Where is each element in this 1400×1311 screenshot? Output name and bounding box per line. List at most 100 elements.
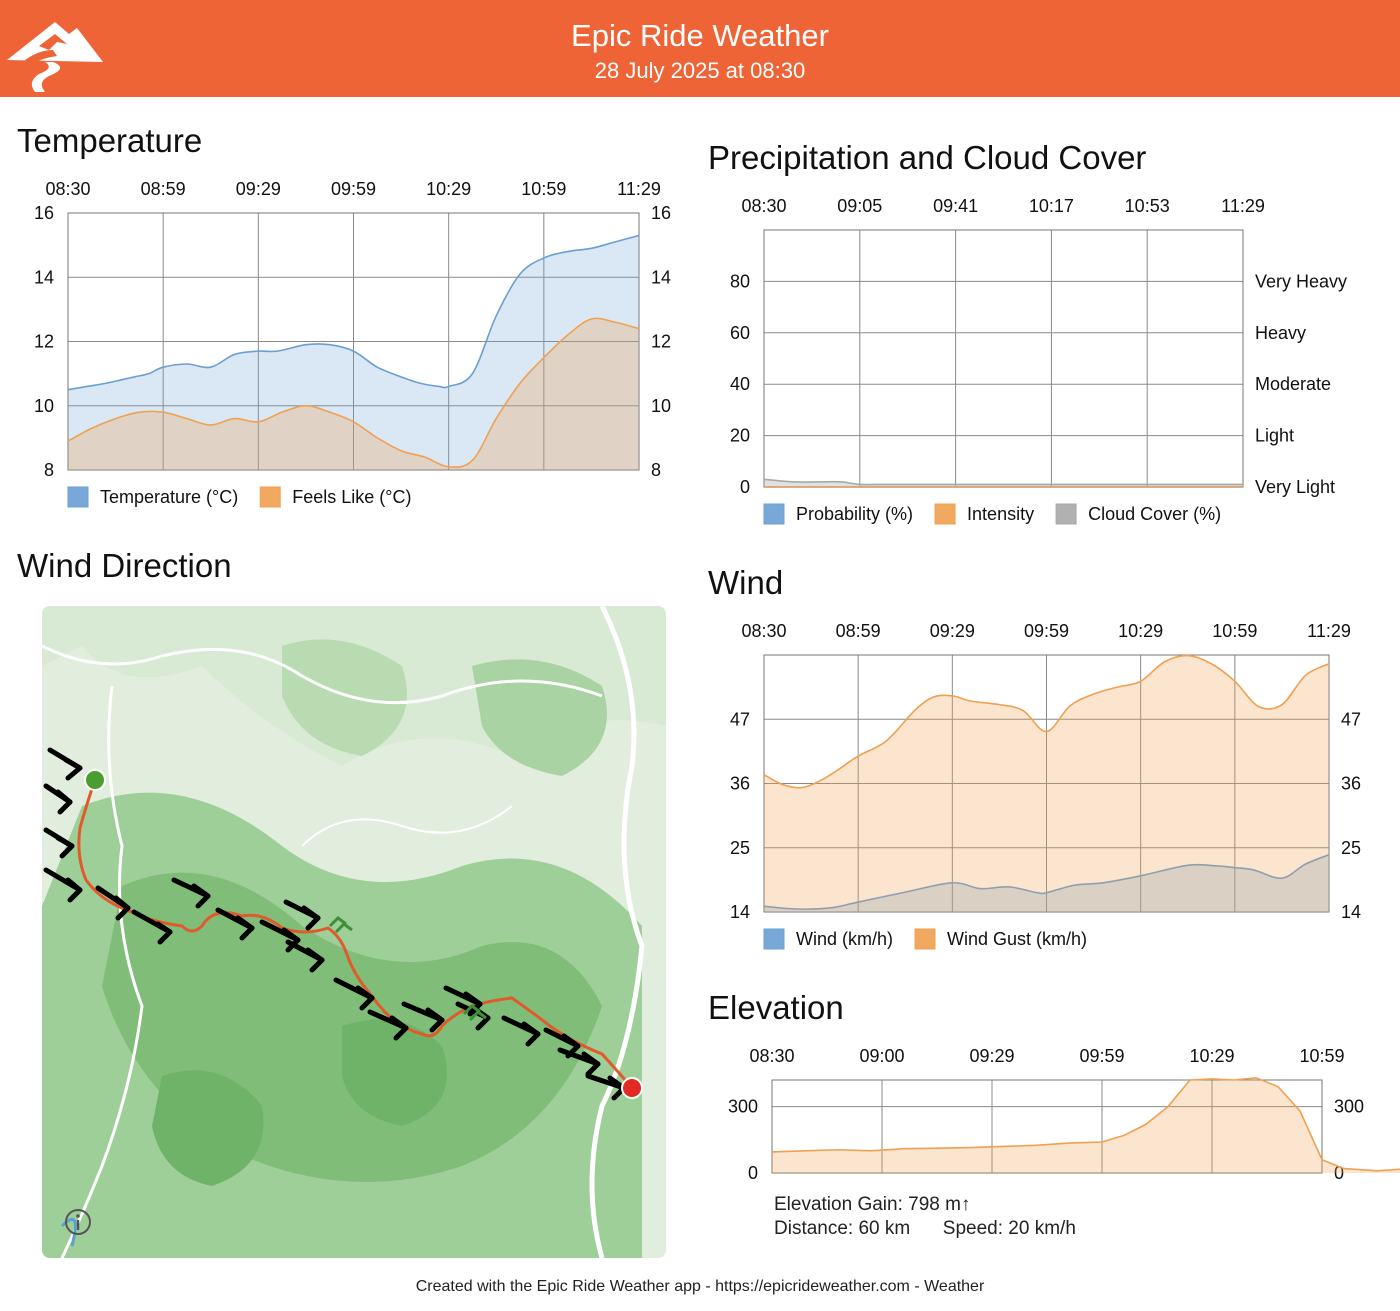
elevation-gain: Elevation Gain: 798 m↑: [774, 1194, 971, 1215]
y-tick-label-right: 14: [1341, 902, 1361, 922]
legend-swatch: [934, 503, 956, 525]
distance-label: Distance: 60 km Speed: 20 km/h: [774, 1218, 1076, 1240]
precipitation-chart: 08:30 09:05 09:41 10:17 10:53 11:29 0 20 40 60 80 V…: [730, 196, 1347, 525]
y-tick-label-right: 16: [651, 203, 671, 223]
y-tick-label: 10: [34, 396, 54, 416]
precipitation-title: Precipitation and Cloud Cover: [708, 139, 1147, 176]
speed-value: Speed: 20 km/h: [942, 1218, 1076, 1239]
elevation-title: Elevation: [708, 989, 844, 1026]
plot-frame: [771, 1079, 1323, 1174]
climb-markers: [328, 916, 487, 1022]
y-tick-label: 60: [730, 323, 750, 343]
y-tick-label: 40: [730, 374, 750, 394]
legend-label: Intensity: [967, 504, 1034, 524]
series-line: [763, 478, 1243, 486]
x-tick-label: 09:00: [859, 1046, 904, 1066]
temperature-chart: 08:30 08:59 09:29 09:59 10:29 10:59 11:29 8 8 10 1…: [34, 179, 671, 508]
x-tick-label: 10:59: [1212, 621, 1257, 641]
y-tick-label: 80: [730, 271, 750, 291]
legend-label: Temperature (°C): [100, 487, 238, 507]
y-tick-label-right: 10: [651, 396, 671, 416]
y-tick-label: 20: [730, 426, 750, 446]
legend-label: Probability (%): [796, 504, 913, 524]
intensity-label: Very Light: [1255, 477, 1335, 497]
app-title: Epic Ride Weather: [571, 18, 829, 53]
info-icon[interactable]: [65, 1209, 91, 1235]
y-tick-label: 300: [728, 1097, 758, 1117]
intensity-label: Moderate: [1255, 374, 1331, 394]
map-canvas: [42, 606, 666, 1258]
distance-value: Distance: 60 km: [774, 1218, 911, 1239]
series-area: [764, 854, 1329, 912]
legend-swatch: [914, 928, 936, 950]
legend-label: Wind (km/h): [796, 929, 893, 949]
y-tick-label: 47: [730, 709, 750, 729]
x-tick-label: 09:59: [1024, 621, 1069, 641]
y-tick-label: 25: [730, 838, 750, 858]
x-tick-label: 10:59: [1299, 1046, 1344, 1066]
y-tick-label: 14: [34, 267, 54, 287]
series-line: [763, 854, 1330, 910]
x-tick-label: 08:30: [749, 1046, 794, 1066]
x-tick-label: 10:59: [521, 179, 566, 199]
series-line: [771, 1076, 1400, 1172]
x-tick-label: 09:29: [236, 179, 281, 199]
temperature-title: Temperature: [17, 122, 203, 159]
legend-swatch: [259, 486, 281, 508]
y-tick-label: 16: [34, 203, 54, 223]
x-tick-label: 09:59: [1079, 1046, 1124, 1066]
x-tick-label: 10:17: [1029, 196, 1074, 216]
ride-date: 28 July 2025 at 08:30: [594, 58, 806, 83]
y-tick-label: 8: [44, 460, 54, 480]
wind-chart: 08:30 08:59 09:29 09:59 10:29 10:59 11:29 14 14 2…: [730, 621, 1361, 950]
series-line: [67, 234, 640, 391]
x-tick-label: 09:29: [930, 621, 975, 641]
x-tick-label: 10:53: [1125, 196, 1170, 216]
wind-title: Wind: [708, 564, 784, 601]
y-tick-label-right: 8: [651, 460, 661, 480]
x-tick-label: 08:59: [836, 621, 881, 641]
series-area: [772, 1077, 1400, 1173]
x-tick-label: 09:59: [331, 179, 376, 199]
series-line: [67, 317, 640, 468]
wind-direction-map[interactable]: [42, 606, 666, 1258]
x-tick-label: 08:30: [45, 179, 90, 199]
series-line: [763, 654, 1330, 789]
intensity-label: Light: [1255, 426, 1294, 446]
y-tick-label-right: 14: [651, 267, 671, 287]
x-tick-label: 09:29: [969, 1046, 1014, 1066]
legend-label: Cloud Cover (%): [1088, 504, 1221, 524]
legend-swatch: [67, 486, 89, 508]
y-tick-label-right: 36: [1341, 774, 1361, 794]
footer-credit: Created with the Epic Ride Weather app -…: [415, 1278, 985, 1295]
legend-swatch: [1055, 503, 1077, 525]
y-tick-label-right: 0: [1334, 1163, 1344, 1183]
legend-swatch: [763, 928, 785, 950]
wind-arrows: [43, 747, 627, 1101]
series-area: [68, 318, 639, 470]
x-tick-label: 11:29: [1221, 196, 1265, 216]
x-tick-label: 10:29: [426, 179, 471, 199]
app-header: Epic Ride Weather 28 July 2025 at 08:30: [0, 0, 1400, 97]
intensity-label: Heavy: [1255, 323, 1306, 343]
plot-frame: [763, 654, 1330, 913]
x-tick-label: 08:30: [741, 621, 786, 641]
x-tick-label: 09:41: [933, 196, 978, 216]
wind-direction-title: Wind Direction: [17, 547, 232, 584]
x-tick-label: 10:29: [1189, 1046, 1234, 1066]
y-tick-label: 12: [34, 332, 54, 352]
legend-swatch: [763, 503, 785, 525]
y-tick-label: 0: [740, 477, 750, 497]
y-tick-label-right: 25: [1341, 838, 1361, 858]
elevation-chart: 08:30 09:00 09:29 09:59 10:29 10:59 0 0 300 300: [728, 1046, 1400, 1183]
y-tick-label-right: 12: [651, 332, 671, 352]
y-tick-label-right: 300: [1334, 1097, 1364, 1117]
y-tick-label: 14: [730, 902, 750, 922]
x-tick-label: 11:29: [1307, 621, 1351, 641]
legend-label: Wind Gust (km/h): [947, 929, 1087, 949]
x-tick-label: 10:29: [1118, 621, 1163, 641]
x-tick-label: 08:30: [741, 196, 786, 216]
x-tick-label: 09:05: [837, 196, 882, 216]
mountain-road-logo: [7, 22, 103, 92]
start-marker: [84, 769, 106, 791]
